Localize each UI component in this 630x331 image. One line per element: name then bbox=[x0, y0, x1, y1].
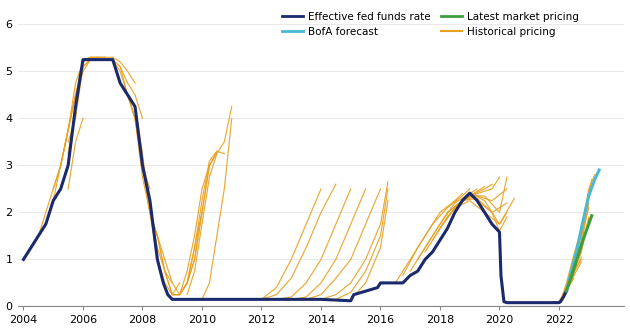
Legend: Effective fed funds rate, BofA forecast, Latest market pricing, Historical prici: Effective fed funds rate, BofA forecast,… bbox=[278, 8, 583, 41]
